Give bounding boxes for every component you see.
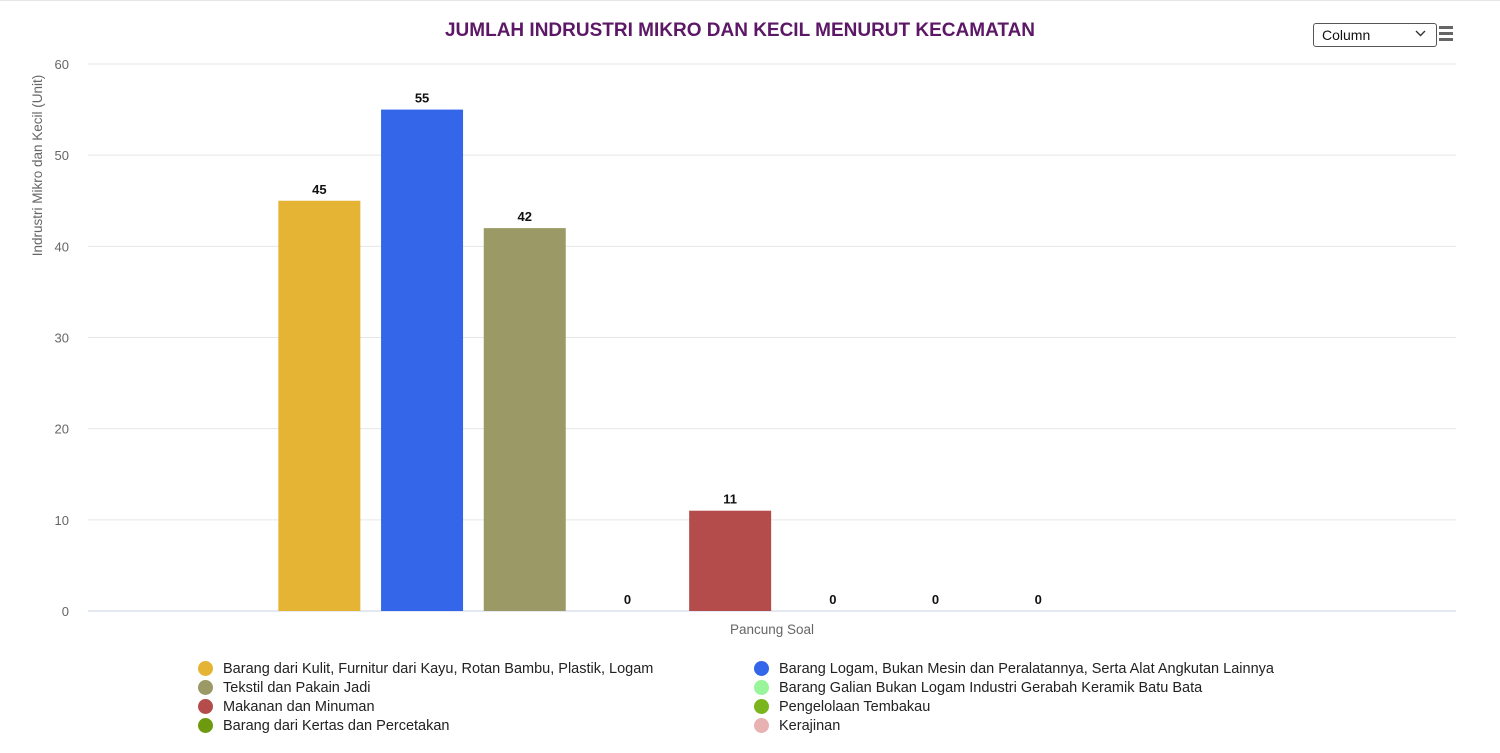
legend-item[interactable]: Makanan dan Minuman — [198, 697, 754, 716]
data-label: 0 — [1035, 592, 1042, 607]
legend-marker — [198, 661, 213, 676]
legend-marker — [754, 699, 769, 714]
legend-item[interactable]: Barang Galian Bukan Logam Industri Gerab… — [754, 678, 1314, 697]
data-label: 0 — [829, 592, 836, 607]
legend-item[interactable]: Barang dari Kertas dan Percetakan — [198, 716, 754, 735]
y-tick-label: 0 — [62, 604, 69, 619]
chart-title: JUMLAH INDRUSTRI MIKRO DAN KECIL MENURUT… — [444, 20, 1036, 41]
bar — [278, 200, 361, 611]
y-tick-label: 30 — [55, 331, 69, 346]
x-category-label: Pancung Soal — [730, 622, 814, 637]
y-tick-label: 60 — [55, 57, 69, 72]
legend-item[interactable]: Pengelolaan Tembakau — [754, 697, 1314, 716]
chart-type-select[interactable]: Column — [1313, 23, 1437, 47]
legend-label: Tekstil dan Pakain Jadi — [223, 679, 371, 696]
data-label: 0 — [624, 592, 631, 607]
top-border — [0, 0, 1500, 1]
data-label: 0 — [932, 592, 939, 607]
legend-label: Kerajinan — [779, 717, 841, 734]
y-tick-label: 20 — [55, 422, 69, 437]
bar — [381, 109, 464, 611]
data-label: 55 — [415, 91, 429, 106]
legend-label: Barang dari Kertas dan Percetakan — [223, 717, 450, 734]
y-tick-label: 10 — [55, 513, 69, 528]
legend-item[interactable]: Tekstil dan Pakain Jadi — [198, 678, 754, 697]
legend-label: Pengelolaan Tembakau — [779, 698, 931, 715]
legend-label: Barang Galian Bukan Logam Industri Gerab… — [779, 679, 1203, 696]
chevron-down-icon — [1415, 30, 1426, 37]
legend-marker — [198, 680, 213, 695]
data-label: 45 — [312, 182, 326, 197]
legend-marker — [198, 718, 213, 733]
data-label: 11 — [723, 492, 737, 507]
y-axis-label: Indrustri Mikro dan Kecil (Unit) — [30, 75, 45, 257]
legend-item[interactable]: Barang dari Kulit, Furnitur dari Kayu, R… — [198, 659, 754, 678]
bar-chart: 0 10 20 30 40 50 60 Indrustri Mikro dan Kecil (… — [30, 57, 1456, 637]
bar — [689, 510, 772, 611]
legend-marker — [754, 718, 769, 733]
chart-type-selected: Column — [1322, 27, 1371, 43]
bar — [483, 228, 566, 611]
legend-item[interactable]: Kerajinan — [754, 716, 1314, 735]
legend-label: Barang dari Kulit, Furnitur dari Kayu, R… — [223, 660, 654, 677]
legend-marker — [754, 661, 769, 676]
y-tick-label: 50 — [55, 148, 69, 163]
y-tick-label: 40 — [55, 239, 69, 254]
legend-item[interactable]: Barang Logam, Bukan Mesin dan Peralatann… — [754, 659, 1314, 678]
chart-legend: Barang dari Kulit, Furnitur dari Kayu, R… — [198, 659, 1328, 735]
legend-marker — [754, 680, 769, 695]
legend-marker — [198, 699, 213, 714]
legend-label: Makanan dan Minuman — [223, 698, 375, 715]
legend-label: Barang Logam, Bukan Mesin dan Peralatann… — [779, 660, 1274, 677]
menu-icon[interactable] — [1439, 26, 1453, 44]
data-label: 42 — [518, 209, 532, 224]
